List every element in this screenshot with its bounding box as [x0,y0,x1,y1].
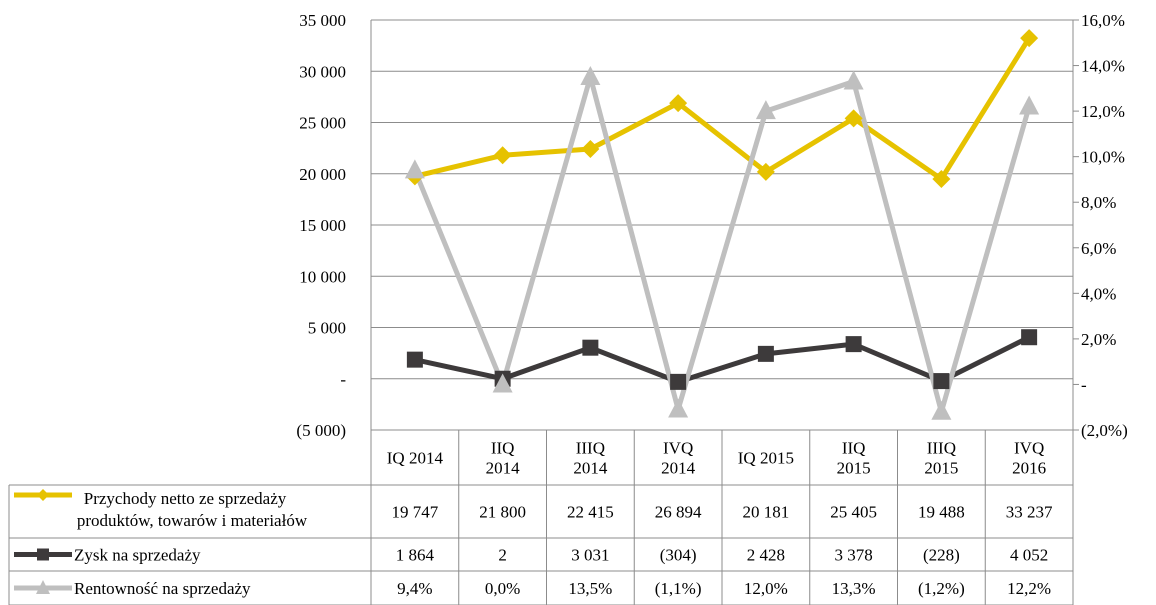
series-markers [404,29,1040,420]
data-point-triangle [1019,95,1040,115]
data-point-triangle [668,398,689,418]
data-point-square [845,336,862,353]
data-table-value: 20 181 [743,503,790,522]
legend-key-marker [36,580,50,594]
category-label: IVQ [663,439,693,458]
data-point-diamond [493,146,512,165]
legend-key-marker [37,548,49,561]
right-tick-label: 14,0% [1081,57,1125,76]
data-table-value: 4 052 [1010,546,1048,565]
data-table-value: 9,4% [397,579,432,598]
data-point-triangle [580,65,601,85]
right-tick-label: 6,0% [1081,239,1116,258]
left-tick-label: 15 000 [299,216,346,235]
series-line [414,36,1032,182]
data-point-triangle [843,70,864,90]
data-table-value: 22 415 [567,503,614,522]
data-point-diamond [756,162,775,181]
left-tick-label: 35 000 [299,11,346,30]
right-tick-label: 12,0% [1081,102,1125,121]
left-tick-label: 30 000 [299,62,346,81]
series-name: Rentowność na sprzedaży [74,579,251,598]
right-tick-label: 8,0% [1081,193,1116,212]
series-name: produktów, towarów i materiałów [77,511,308,530]
series-line [414,334,1031,385]
gridlines [371,19,1073,431]
data-point-triangle [931,400,952,420]
data-point-square [1021,329,1038,346]
axes: (5 000) - 5 000 10 000 15 000 20 000 25 000 30 … [296,11,1127,440]
data-table-value: 3 031 [571,546,609,565]
data-point-square [933,373,950,390]
series-lines [412,36,1032,415]
data-table-value: 33 237 [1006,503,1053,522]
data-table-value: 1 864 [396,546,435,565]
data-point-diamond [581,139,600,158]
data-table-value: (228) [923,546,960,565]
data-table-value: 19 747 [392,503,439,522]
data-table-value: 26 894 [655,503,702,522]
series-line [412,74,1032,415]
category-label: IVQ [1014,439,1044,458]
data-point-square [406,351,423,368]
data-table-value: 19 488 [918,503,965,522]
data-point-diamond [932,169,951,188]
category-label: 2016 [1012,459,1046,478]
category-label: 2015 [837,459,871,478]
category-label: 2014 [573,459,608,478]
right-tick-label: - [1081,375,1087,394]
left-tick-label: 10 000 [299,267,346,286]
category-label: IIIQ [927,439,956,458]
right-tick-label: 4,0% [1081,284,1116,303]
category-label: IIQ [842,439,866,458]
left-tick-label: 25 000 [299,114,346,133]
category-label: IQ 2015 [738,449,794,468]
legend-key-marker [37,489,49,501]
data-table-value: 12,0% [744,579,788,598]
data-point-triangle [492,373,513,393]
category-label: 2014 [661,459,696,478]
data-table-value: 13,5% [568,579,612,598]
data-point-square [757,345,774,362]
series-name: Zysk na sprzedaży [74,546,201,565]
data-table-value: (1,2%) [918,579,965,598]
data-point-square [582,339,599,356]
right-tick-label: 10,0% [1081,148,1125,167]
data-table-value: 21 800 [479,503,526,522]
category-label: IIQ [491,439,515,458]
category-label: IQ 2014 [387,449,444,468]
data-table-value: 0,0% [485,579,520,598]
category-label: 2015 [924,459,958,478]
data-point-diamond [844,109,863,128]
data-table-value: 12,2% [1007,579,1051,598]
data-table-value: 2 428 [747,546,785,565]
data-table-value: 25 405 [830,503,877,522]
data-table-value: (304) [660,546,697,565]
data-table-value: (1,1%) [655,579,702,598]
right-tick-label: 2,0% [1081,330,1116,349]
data-point-diamond [1020,29,1039,48]
left-tick-label: 5 000 [308,319,346,338]
data-point-triangle [755,100,776,120]
data-point-triangle [404,159,425,179]
data-table-value: 13,3% [832,579,876,598]
data-table-value: 2 [498,546,507,565]
data-table-value: 3 378 [835,546,873,565]
data-point-diamond [669,94,688,113]
left-tick-label: 20 000 [299,165,346,184]
right-tick-label: (2,0%) [1081,421,1128,440]
category-label: IIIQ [576,439,605,458]
category-label: 2014 [486,459,521,478]
series-name: Przychody netto ze sprzedaży [84,489,287,508]
left-tick-label: (5 000) [296,421,346,440]
left-tick-label: - [340,370,346,389]
data-point-square [670,373,687,390]
right-tick-label: 16,0% [1081,11,1125,30]
